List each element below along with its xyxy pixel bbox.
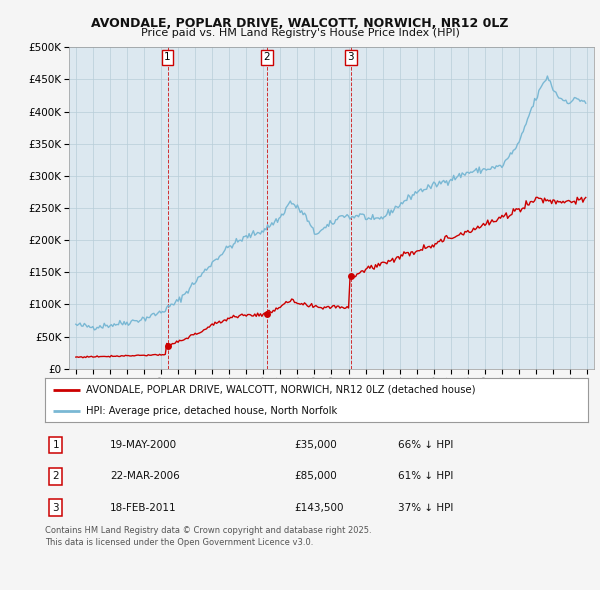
Text: 3: 3 <box>53 503 59 513</box>
Text: £85,000: £85,000 <box>295 471 338 481</box>
Text: 2: 2 <box>263 53 270 63</box>
Text: 2: 2 <box>53 471 59 481</box>
Text: 18-FEB-2011: 18-FEB-2011 <box>110 503 177 513</box>
Text: 19-MAY-2000: 19-MAY-2000 <box>110 440 177 450</box>
Text: £143,500: £143,500 <box>295 503 344 513</box>
Text: £35,000: £35,000 <box>295 440 338 450</box>
Text: 37% ↓ HPI: 37% ↓ HPI <box>398 503 454 513</box>
Text: 22-MAR-2006: 22-MAR-2006 <box>110 471 180 481</box>
Text: 66% ↓ HPI: 66% ↓ HPI <box>398 440 454 450</box>
Text: 1: 1 <box>164 53 171 63</box>
Text: AVONDALE, POPLAR DRIVE, WALCOTT, NORWICH, NR12 0LZ (detached house): AVONDALE, POPLAR DRIVE, WALCOTT, NORWICH… <box>86 385 475 395</box>
Text: 1: 1 <box>53 440 59 450</box>
Text: Price paid vs. HM Land Registry's House Price Index (HPI): Price paid vs. HM Land Registry's House … <box>140 28 460 38</box>
Text: Contains HM Land Registry data © Crown copyright and database right 2025.
This d: Contains HM Land Registry data © Crown c… <box>45 526 371 547</box>
Text: 61% ↓ HPI: 61% ↓ HPI <box>398 471 454 481</box>
Text: HPI: Average price, detached house, North Norfolk: HPI: Average price, detached house, Nort… <box>86 406 337 416</box>
Text: 3: 3 <box>347 53 354 63</box>
Text: AVONDALE, POPLAR DRIVE, WALCOTT, NORWICH, NR12 0LZ: AVONDALE, POPLAR DRIVE, WALCOTT, NORWICH… <box>91 17 509 30</box>
